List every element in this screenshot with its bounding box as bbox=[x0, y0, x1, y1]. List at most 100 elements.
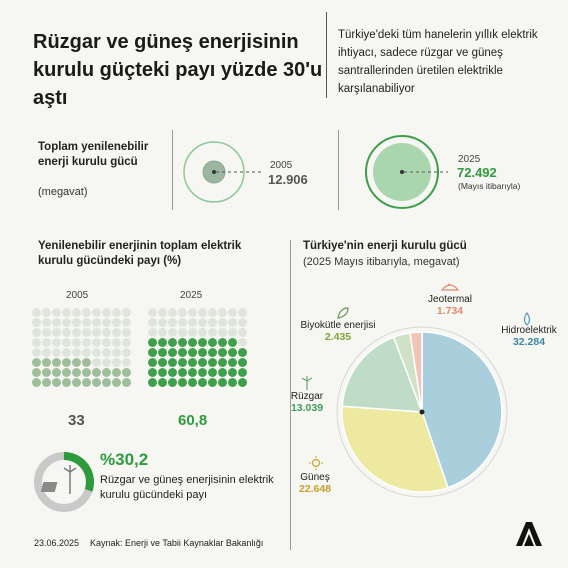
waffle-2025-dot bbox=[238, 348, 247, 357]
waffle-2005-dot bbox=[82, 378, 91, 387]
waffle-2005-dot bbox=[32, 338, 41, 347]
wind-icon bbox=[301, 376, 313, 390]
waffle-2005-dot bbox=[122, 348, 131, 357]
waffle-2025-dot bbox=[168, 338, 177, 347]
waffle-2025-dot bbox=[218, 318, 227, 327]
share-2005-value: 33 bbox=[68, 412, 85, 429]
share-divider bbox=[290, 240, 291, 550]
pie-center bbox=[419, 409, 425, 415]
waffle-2005-dot bbox=[52, 338, 61, 347]
waffle-2005-dot bbox=[52, 318, 61, 327]
waffle-2025-dot bbox=[198, 348, 207, 357]
waffle-2005-dot bbox=[112, 338, 121, 347]
circle-2005-center bbox=[212, 170, 216, 174]
waffle-2025-dot bbox=[158, 308, 167, 317]
waffle-2005-dot bbox=[82, 338, 91, 347]
waffle-2025-dot bbox=[168, 318, 177, 327]
waffle-2005-dot bbox=[32, 318, 41, 327]
waffle-2005-dot bbox=[62, 308, 71, 317]
waffle-2025-dot bbox=[148, 348, 157, 357]
waffle-2025-dot bbox=[178, 378, 187, 387]
waffle-2025-dot bbox=[168, 358, 177, 367]
waffle-2025-dot bbox=[208, 368, 217, 377]
waffle-2005-dot bbox=[112, 358, 121, 367]
waffle-2025-dot bbox=[178, 348, 187, 357]
waffle-2005-dot bbox=[42, 368, 51, 377]
waffle-2025-dot bbox=[228, 338, 237, 347]
waffle-2005-dot bbox=[92, 328, 101, 337]
waffle-2005-dot bbox=[122, 358, 131, 367]
waffle-2025-dot bbox=[178, 368, 187, 377]
waffle-2025-dot bbox=[178, 358, 187, 367]
waffle-2025-dot bbox=[198, 338, 207, 347]
waffle-2025-dot bbox=[168, 378, 177, 387]
waffle-2025-dot bbox=[188, 348, 197, 357]
waffle-2025-dot bbox=[158, 338, 167, 347]
waffle-2025-dot bbox=[208, 358, 217, 367]
circle-2025-ghost bbox=[183, 141, 245, 203]
label-biomass: Biyokütle enerjisi 2.435 bbox=[290, 320, 386, 343]
waffle-2005-dot bbox=[102, 358, 111, 367]
waffle-2025-dot bbox=[218, 358, 227, 367]
waffle-2025 bbox=[148, 308, 248, 398]
pie-slice-rüzgar bbox=[341, 336, 424, 413]
waffle-2025-dot bbox=[208, 308, 217, 317]
waffle-2025-dot bbox=[158, 328, 167, 337]
waffle-2005-dot bbox=[112, 378, 121, 387]
circle-2025-outer bbox=[365, 135, 439, 209]
waffle-2005-dot bbox=[72, 338, 81, 347]
waffle-2025-dot bbox=[208, 338, 217, 347]
waffle-2025-dot bbox=[188, 358, 197, 367]
waffle-2025-dot bbox=[238, 318, 247, 327]
waffle-2025-dot bbox=[158, 358, 167, 367]
capacity-divider-left bbox=[172, 130, 173, 210]
label-wind: Rüzgar 13.039 bbox=[283, 391, 331, 414]
waffle-2005-dot bbox=[52, 378, 61, 387]
waffle-2005-dot bbox=[102, 328, 111, 337]
pie-chart bbox=[336, 326, 508, 498]
waffle-2025-dot bbox=[228, 318, 237, 327]
waffle-2025-dot bbox=[218, 368, 227, 377]
label-hydro: Hidroelektrik 32.284 bbox=[492, 325, 566, 348]
waffle-2005-dot bbox=[72, 378, 81, 387]
share-year-2025: 2025 bbox=[180, 290, 203, 301]
waffle-2005-dot bbox=[52, 358, 61, 367]
label-hydro-value: 32.284 bbox=[512, 336, 546, 348]
label-geothermal: Jeotermal 1.734 bbox=[420, 294, 480, 317]
waffle-2025-dot bbox=[188, 378, 197, 387]
waffle-2005-dot bbox=[92, 378, 101, 387]
waffle-2005-dot bbox=[52, 308, 61, 317]
waffle-2005-dot bbox=[62, 328, 71, 337]
waffle-2005-dot bbox=[102, 318, 111, 327]
label-solar-name: Güneş bbox=[300, 472, 330, 483]
capacity-2025-note: (Mayıs itibarıyla) bbox=[458, 181, 521, 191]
waffle-2025-dot bbox=[228, 328, 237, 337]
label-biomass-value: 2.435 bbox=[324, 331, 352, 343]
pie-subtitle: (2025 Mayıs itibarıyla, megavat) bbox=[303, 256, 460, 268]
waffle-2005-dot bbox=[112, 368, 121, 377]
waffle-2025-dot bbox=[228, 358, 237, 367]
waffle-2025-dot bbox=[198, 328, 207, 337]
waffle-2005-dot bbox=[62, 348, 71, 357]
agency-logo bbox=[512, 516, 546, 550]
waffle-2025-dot bbox=[158, 368, 167, 377]
capacity-unit: (megavat) bbox=[38, 186, 88, 198]
waffle-2005-dot bbox=[52, 348, 61, 357]
waffle-2005-dot bbox=[32, 368, 41, 377]
waffle-2025-dot bbox=[148, 318, 157, 327]
waffle-2025-dot bbox=[178, 328, 187, 337]
waffle-2025-dot bbox=[228, 368, 237, 377]
waffle-2005-dot bbox=[42, 378, 51, 387]
waffle-2005-dot bbox=[82, 328, 91, 337]
waffle-2025-dot bbox=[148, 368, 157, 377]
waffle-2005-dot bbox=[62, 368, 71, 377]
waffle-2025-dot bbox=[148, 358, 157, 367]
waffle-2005-dot bbox=[92, 358, 101, 367]
capacity-divider-mid bbox=[338, 130, 339, 210]
geothermal-icon bbox=[440, 283, 460, 291]
waffle-2025-dot bbox=[158, 318, 167, 327]
waffle-2005-dot bbox=[62, 358, 71, 367]
label-wind-value: 13.039 bbox=[290, 402, 324, 414]
waffle-2025-dot bbox=[188, 308, 197, 317]
waffle-2025-dot bbox=[238, 338, 247, 347]
